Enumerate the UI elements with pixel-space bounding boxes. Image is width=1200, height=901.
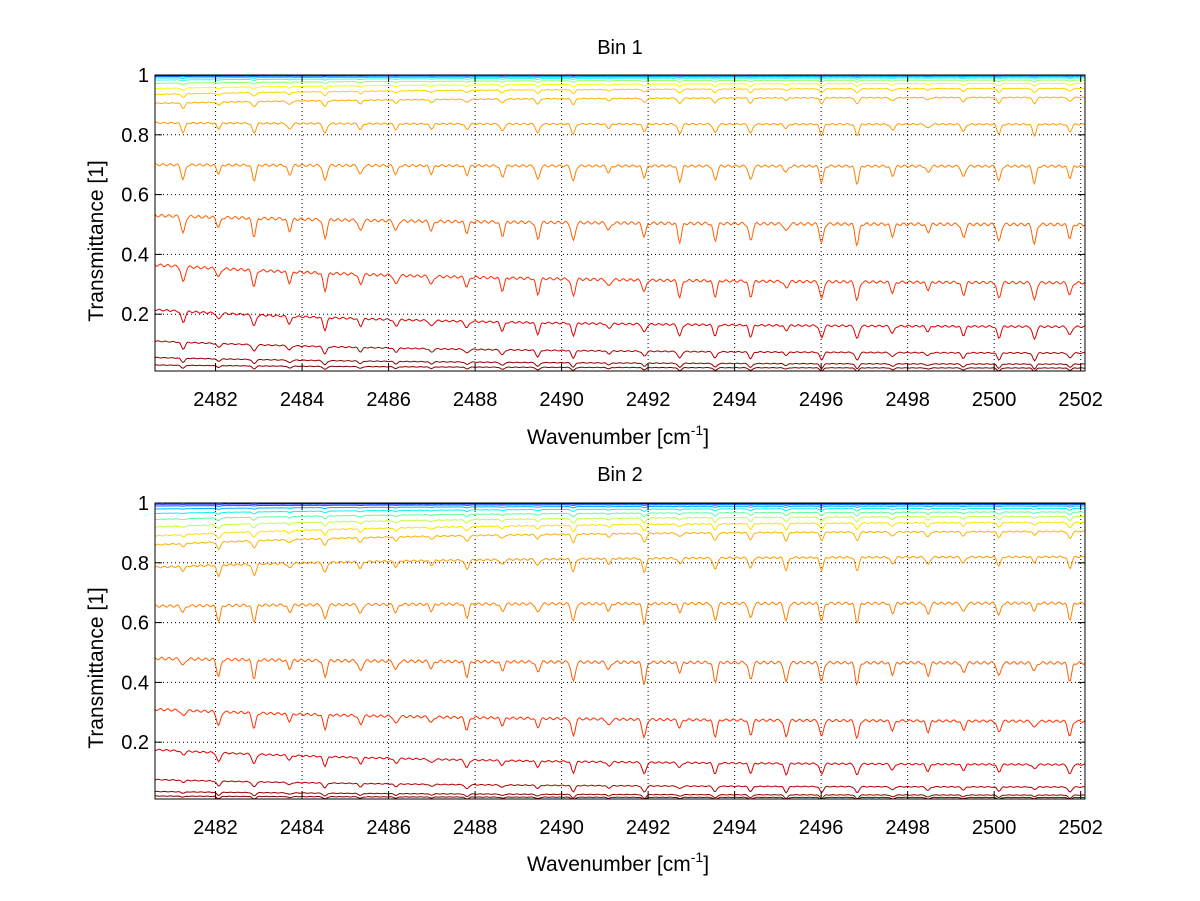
series-line-16 — [154, 356, 1086, 370]
subplot-1-ticks: 2482 2484 2486 2488 2490 2492 2494 2496 2498 2500… — [121, 65, 1103, 411]
y-tick-label: 0.6 — [121, 185, 149, 207]
series-line-16 — [154, 790, 1086, 800]
subplot-2-xlabel-main: Wavenumber [cm — [527, 853, 691, 876]
series-line-14 — [154, 748, 1086, 777]
series-line-6 — [154, 511, 1086, 522]
subplot-1-xlabel-suffix: ] — [703, 426, 709, 449]
x-tick-label: 2482 — [193, 389, 238, 411]
x-tick-label: 2494 — [712, 817, 757, 839]
subplot-1-xlabel-main: Wavenumber [cm — [527, 426, 691, 449]
x-tick-label: 2484 — [280, 389, 325, 411]
subplot-2-xlabel-sup: -1 — [691, 849, 704, 865]
series-line-2 — [154, 503, 1086, 505]
subplot-bin-1: Bin 1 2482 2484 2486 2488 2490 2492 2494 2496 24… — [85, 37, 1103, 449]
subplot-bin-2: Bin 2 2482 2484 2486 2488 2490 2492 2494 2496 24… — [85, 464, 1103, 876]
series-line-9 — [154, 530, 1086, 551]
subplot-1-title: Bin 1 — [597, 37, 643, 59]
subplot-1-xlabel: Wavenumber [cm-1] — [527, 422, 709, 449]
series-line-15 — [154, 778, 1086, 794]
subplot-1-axes-box — [154, 74, 1086, 372]
y-tick-label: 0.2 — [121, 304, 149, 326]
subplot-1-xlabel-sup: -1 — [691, 422, 704, 438]
x-tick-label: 2486 — [366, 389, 411, 411]
y-tick-label: 1 — [138, 493, 149, 515]
series-line-8 — [154, 521, 1086, 539]
series-line-6 — [154, 79, 1086, 85]
x-tick-label: 2498 — [885, 817, 930, 839]
x-tick-label: 2492 — [626, 817, 671, 839]
series-line-12 — [154, 213, 1086, 247]
x-tick-label: 2486 — [366, 817, 411, 839]
x-tick-label: 2492 — [626, 389, 671, 411]
series-line-9 — [154, 96, 1086, 110]
x-tick-label: 2482 — [193, 817, 238, 839]
series-line-5 — [154, 507, 1085, 515]
subplot-1-ylabel: Transmittance [1] — [85, 160, 108, 321]
y-tick-label: 1 — [138, 65, 149, 87]
y-tick-label: 0.4 — [121, 672, 149, 694]
x-tick-label: 2502 — [1058, 817, 1103, 839]
series-line-10 — [154, 555, 1086, 578]
x-tick-label: 2490 — [539, 389, 584, 411]
x-tick-label: 2488 — [453, 389, 498, 411]
series-line-3 — [154, 503, 1086, 507]
series-line-11 — [154, 163, 1086, 186]
x-tick-label: 2490 — [539, 817, 584, 839]
series-line-4 — [154, 505, 1086, 510]
y-tick-label: 0.4 — [121, 244, 149, 266]
x-tick-label: 2500 — [972, 389, 1017, 411]
subplot-2-xlabel: Wavenumber [cm-1] — [527, 849, 709, 876]
x-tick-label: 2484 — [280, 817, 325, 839]
y-tick-label: 0.6 — [121, 613, 149, 635]
y-tick-label: 0.2 — [121, 732, 149, 754]
series-line-13 — [154, 707, 1086, 740]
subplot-2-title: Bin 2 — [597, 464, 643, 486]
series-line-17 — [154, 364, 1086, 372]
x-tick-label: 2488 — [453, 817, 498, 839]
x-tick-label: 2498 — [885, 389, 930, 411]
series-line-13 — [154, 263, 1086, 302]
x-tick-label: 2494 — [712, 389, 757, 411]
x-tick-label: 2502 — [1058, 389, 1103, 411]
series-line-10 — [154, 121, 1086, 138]
series-line-14 — [154, 308, 1086, 341]
x-tick-label: 2500 — [972, 817, 1017, 839]
series-line-7 — [154, 82, 1086, 91]
series-line-12 — [154, 656, 1086, 686]
series-line-4 — [154, 76, 1086, 79]
series-line-7 — [154, 515, 1086, 529]
series-line-3 — [154, 75, 1086, 78]
y-tick-label: 0.8 — [121, 125, 149, 147]
y-tick-label: 0.8 — [121, 553, 149, 575]
subplot-2-ticks: 2482 2484 2486 2488 2490 2492 2494 2496 2498 2500… — [121, 493, 1103, 839]
subplot-2-ylabel: Transmittance [1] — [85, 587, 108, 748]
subplot-2-xlabel-suffix: ] — [703, 853, 709, 876]
x-tick-label: 2496 — [799, 817, 844, 839]
series-line-11 — [154, 601, 1086, 626]
subplot-2-axes-box — [154, 502, 1086, 800]
series-line-15 — [154, 340, 1086, 362]
series-line-8 — [154, 87, 1086, 99]
x-tick-label: 2496 — [799, 389, 844, 411]
series-line-5 — [154, 77, 1085, 82]
